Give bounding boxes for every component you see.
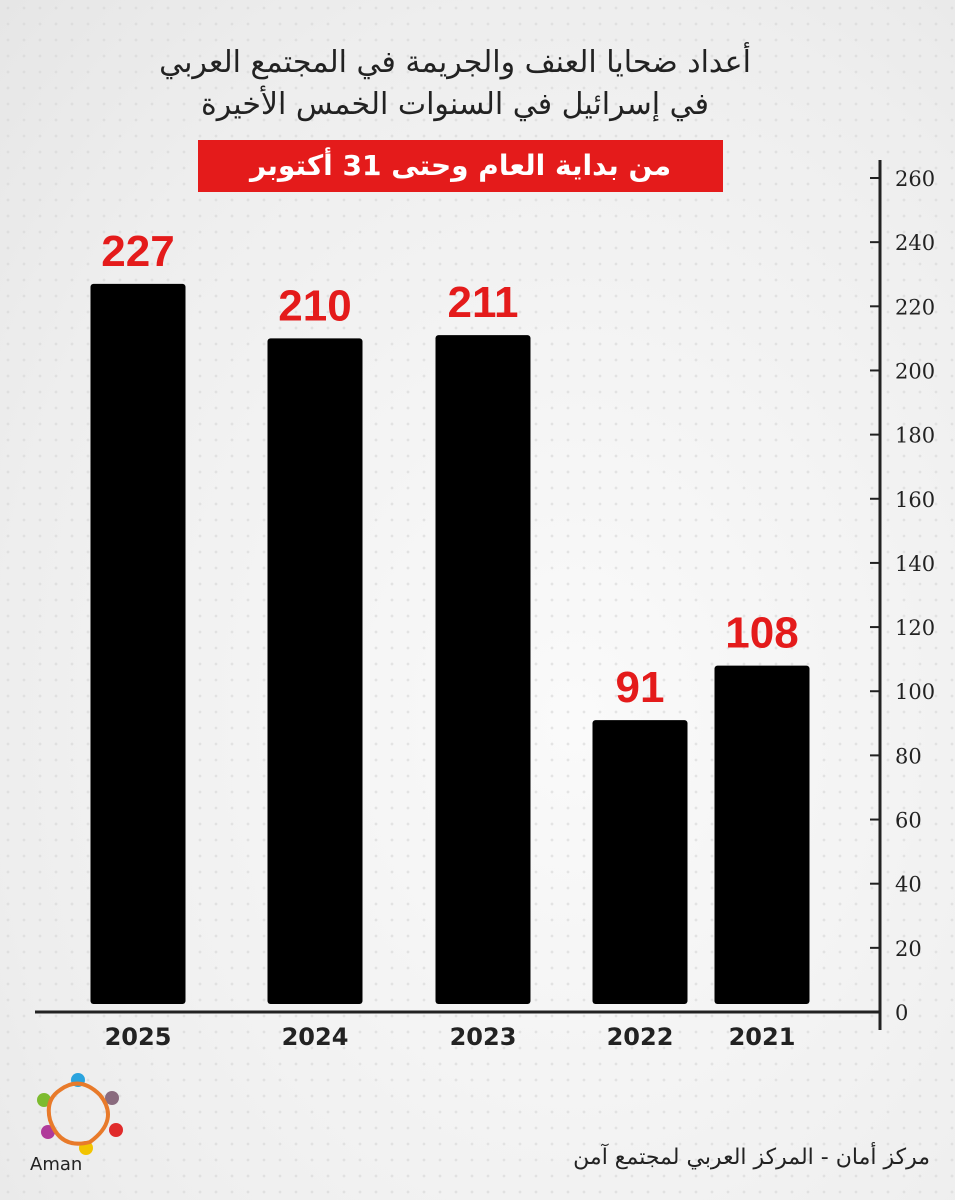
data-label: 227 — [101, 227, 174, 276]
y-tick-label: 200 — [895, 359, 935, 383]
y-tick-label: 0 — [895, 1001, 908, 1025]
x-tick-label: 2024 — [282, 1023, 349, 1051]
data-label: 210 — [278, 281, 351, 330]
data-label: 211 — [448, 278, 519, 327]
aman-logo: Aman — [30, 1073, 123, 1175]
svg-text:Aman: Aman — [30, 1154, 82, 1175]
y-tick-label: 60 — [895, 809, 922, 833]
data-label: 91 — [616, 663, 665, 712]
y-tick-label: 80 — [895, 744, 922, 768]
x-tick-label: 2025 — [105, 1023, 172, 1051]
source-footer: مركز أمان - المركز العربي لمجتمع آمن — [573, 1145, 930, 1170]
chart-subtitle: من بداية العام وحتى 31 أكتوبر — [198, 140, 723, 192]
y-tick-label: 20 — [895, 937, 922, 961]
y-tick-label: 100 — [895, 680, 935, 704]
y-tick-label: 180 — [895, 424, 935, 448]
y-tick-label: 40 — [895, 873, 922, 897]
y-tick-label: 220 — [895, 295, 935, 319]
title-line-1: أعداد ضحايا العنف والجريمة في المجتمع ال… — [159, 45, 751, 80]
x-tick-label: 2023 — [450, 1023, 517, 1051]
data-label: 108 — [725, 609, 798, 658]
x-tick-label: 2022 — [607, 1023, 674, 1051]
bar-2025 — [90, 283, 186, 1004]
title-line-2: في إسرائيل في السنوات الخمس الأخيرة — [201, 87, 709, 122]
bar-2021 — [714, 665, 810, 1004]
x-tick-label: 2021 — [729, 1023, 796, 1051]
y-tick-label: 260 — [895, 167, 935, 191]
bar-2022 — [592, 720, 688, 1004]
bar-2023 — [435, 335, 531, 1005]
chart-title: أعداد ضحايا العنف والجريمة في المجتمع ال… — [95, 42, 815, 126]
y-tick-label: 140 — [895, 552, 935, 576]
bar-2024 — [267, 338, 363, 1004]
y-tick-label: 120 — [895, 616, 935, 640]
y-tick-label: 240 — [895, 231, 935, 255]
y-tick-label: 160 — [895, 488, 935, 512]
